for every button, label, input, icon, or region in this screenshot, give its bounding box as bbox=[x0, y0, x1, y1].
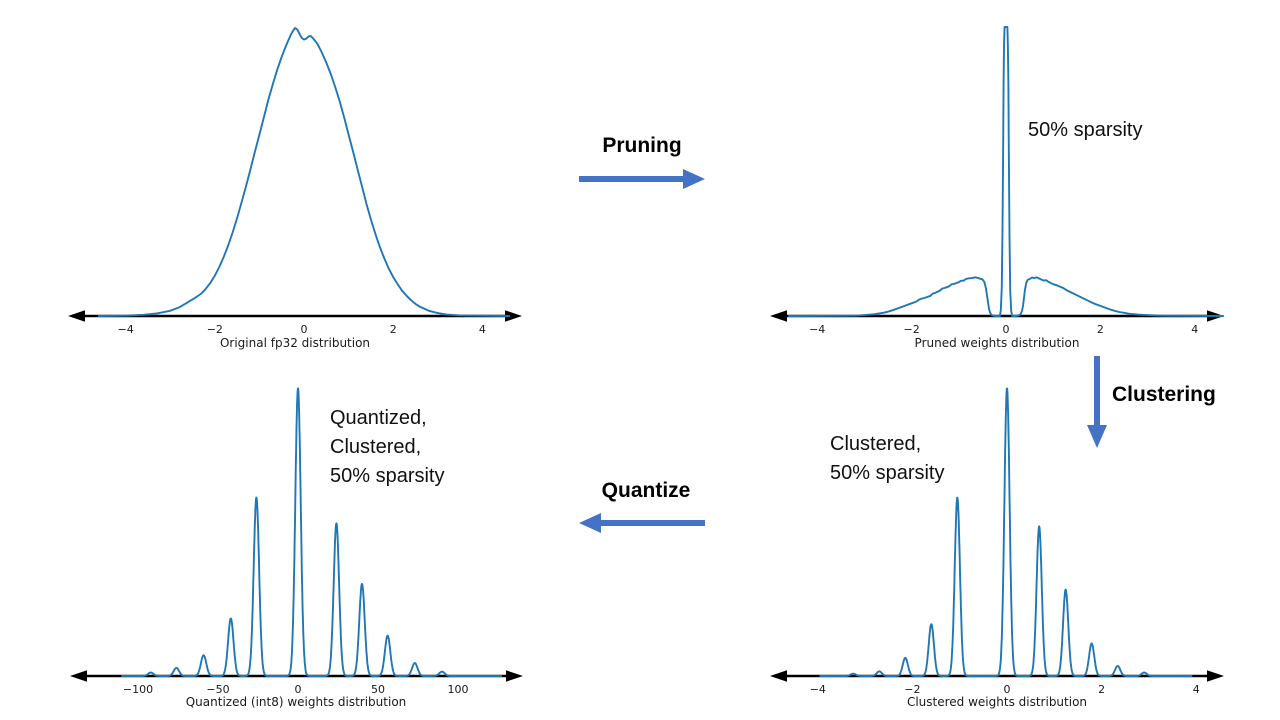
tick-label: 0 bbox=[1004, 683, 1011, 696]
pruning-arrow-icon bbox=[579, 169, 705, 189]
tick-label: 0 bbox=[301, 323, 308, 336]
axis-left-arrowhead-icon bbox=[68, 310, 85, 322]
annotation-sparsity: 50% sparsity bbox=[1028, 119, 1143, 141]
xlabel-quantized: Quantized (int8) weights distribution bbox=[185, 695, 407, 709]
right-arrow-icon bbox=[579, 169, 705, 189]
tick-label: 2 bbox=[1097, 323, 1104, 336]
tick-label: 50 bbox=[371, 683, 385, 696]
axis-right-arrowhead-icon bbox=[505, 310, 522, 322]
tick-label: 0 bbox=[295, 683, 302, 696]
distribution-curve bbox=[121, 387, 503, 677]
annotation-clustered-sparsity: Clustered, 50% sparsity bbox=[830, 433, 945, 484]
clustering-label: Clustering bbox=[1112, 383, 1216, 406]
tick-label: −4 bbox=[809, 323, 825, 336]
tick-label: 4 bbox=[1193, 683, 1200, 696]
tick-label: 100 bbox=[448, 683, 469, 696]
pruning-label: Pruning bbox=[602, 134, 682, 157]
tick-label: 0 bbox=[1003, 323, 1010, 336]
axis-left-arrowhead-icon bbox=[770, 310, 787, 322]
tick-label: −4 bbox=[810, 683, 826, 696]
chart-pruned: −4 −2 0 2 4 bbox=[770, 26, 1225, 336]
tick-label: −4 bbox=[117, 323, 133, 336]
xlabel-clustered: Clustered weights distribution bbox=[906, 695, 1088, 709]
distribution-curve bbox=[819, 387, 1193, 677]
quantize-label: Quantize bbox=[601, 479, 691, 502]
chart-quantized: −100 −50 0 50 100 bbox=[70, 387, 523, 696]
chart-clustered: −4 −2 0 2 4 bbox=[770, 387, 1224, 696]
distribution-curve bbox=[97, 27, 511, 317]
tick-label: 2 bbox=[390, 323, 397, 336]
tick-label: −50 bbox=[206, 683, 229, 696]
tick-label: 4 bbox=[1191, 323, 1198, 336]
axis-left-arrowhead-icon bbox=[70, 670, 87, 682]
tick-label: 4 bbox=[479, 323, 486, 336]
annotation-quantized-clustered-sparsity: Quantized, Clustered, 50% sparsity bbox=[330, 407, 445, 487]
axis-left-arrowhead-icon bbox=[770, 670, 787, 682]
tick-label: −2 bbox=[903, 323, 919, 336]
tick-label: −2 bbox=[904, 683, 920, 696]
tick-label: 2 bbox=[1098, 683, 1105, 696]
xlabel-original: Original fp32 distribution bbox=[219, 336, 371, 350]
down-arrow-icon bbox=[1087, 356, 1107, 448]
clustering-arrow-icon bbox=[1087, 356, 1107, 448]
left-arrow-icon bbox=[579, 513, 705, 533]
xlabel-pruned: Pruned weights distribution bbox=[914, 336, 1080, 350]
axis-right-arrowhead-icon bbox=[506, 670, 523, 682]
quantize-arrow-icon bbox=[579, 513, 705, 533]
tick-label: −100 bbox=[123, 683, 153, 696]
chart-original: −4 −2 0 2 4 bbox=[68, 27, 522, 336]
distribution-curve bbox=[787, 26, 1225, 317]
tick-label: −2 bbox=[207, 323, 223, 336]
axis-right-arrowhead-icon bbox=[1207, 670, 1224, 682]
